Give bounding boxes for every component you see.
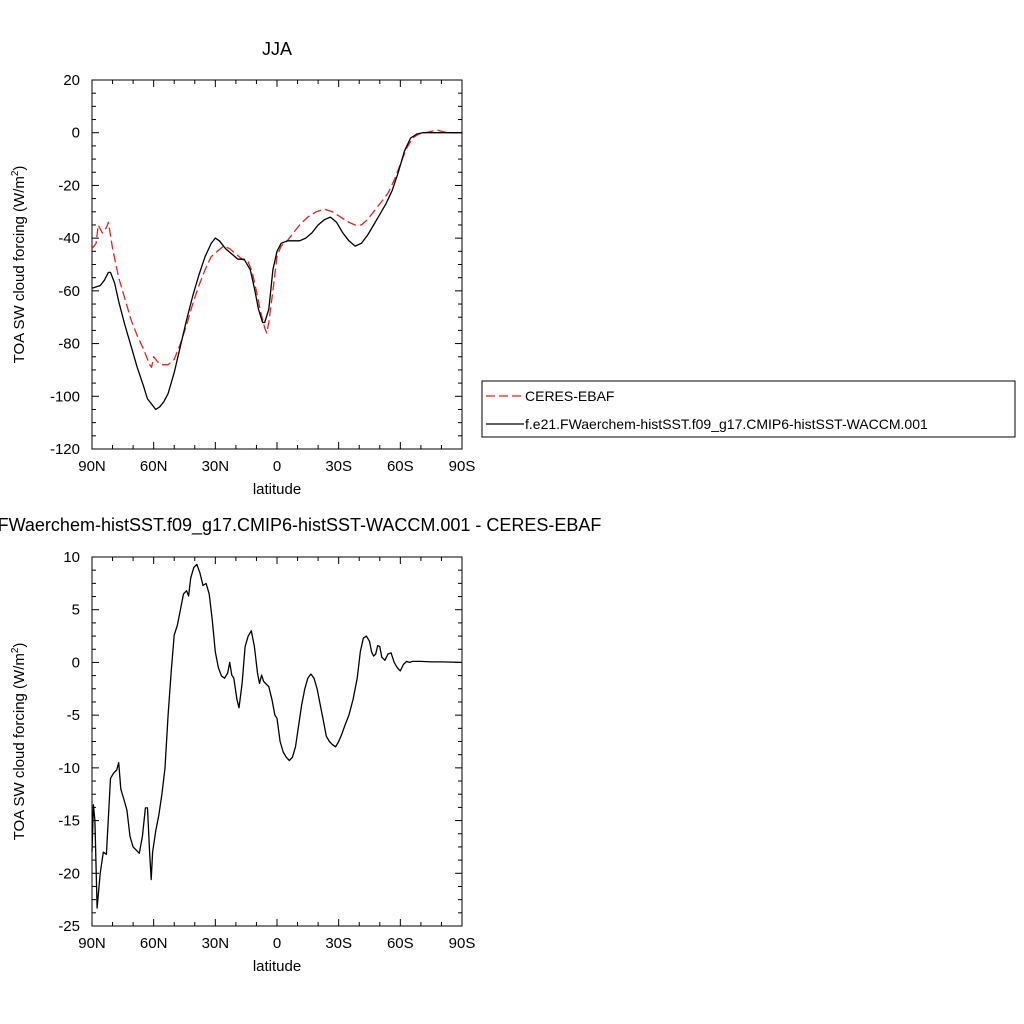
axis-ticks: 90N 60N 30N 0 30S 60S 90S 20 0 -20 -40 -60 -80 -100 -1… xyxy=(50,72,475,475)
x-axis-label: latitude xyxy=(253,958,301,975)
bottom-line-chart: f.e21.FWaerchem-histSST.f09_g17.CMIP6-hi… xyxy=(0,515,601,975)
axis-ticks: 90N 60N 30N 0 30S 60S 90S 10 5 0 -5 -10 -15 -20 -25 xyxy=(58,549,475,952)
x-tick-label: 30N xyxy=(202,935,230,952)
x-tick-label: 30N xyxy=(202,458,230,475)
y-tick-label: -40 xyxy=(58,230,80,247)
x-tick-label: 30S xyxy=(325,458,352,475)
y-tick-label: -80 xyxy=(58,336,80,353)
x-tick-label: 60S xyxy=(387,458,414,475)
x-tick-label: 0 xyxy=(273,458,281,475)
x-tick-label: 60N xyxy=(140,458,168,475)
x-tick-label: 60S xyxy=(387,935,414,952)
series-line-0 xyxy=(91,129,462,368)
x-tick-label: 30S xyxy=(325,935,352,952)
y-tick-label: 20 xyxy=(63,72,80,89)
y-axis-label: TOA SW cloud forcing (W/m2) xyxy=(10,166,28,364)
plot-frame xyxy=(91,556,463,927)
x-tick-label: 90N xyxy=(78,458,106,475)
chart-title: JJA xyxy=(262,39,292,59)
y-tick-label: -100 xyxy=(50,388,80,405)
x-tick-label: 90S xyxy=(449,458,476,475)
series-lines xyxy=(91,563,463,909)
y-tick-label: 10 xyxy=(63,549,80,566)
y-tick-label: -20 xyxy=(58,177,80,194)
y-tick-label: -20 xyxy=(58,865,80,882)
top-line-chart: JJA 90N 60N 30N 0 30S 60S 90S 20 0 -20 -40 -60 -80 -1… xyxy=(10,39,1016,498)
y-tick-label: -60 xyxy=(58,283,80,300)
y-tick-label: -15 xyxy=(58,813,80,830)
legend-box xyxy=(481,380,1016,438)
y-tick-label: -5 xyxy=(67,707,80,724)
legend-entry-ceres-ebaf: CERES-EBAF xyxy=(525,388,614,404)
y-tick-label: -120 xyxy=(50,441,80,458)
series-line-1 xyxy=(91,132,462,411)
chart-title: f.e21.FWaerchem-histSST.f09_g17.CMIP6-hi… xyxy=(0,515,601,536)
y-tick-label: 0 xyxy=(72,654,80,671)
x-tick-label: 90S xyxy=(449,935,476,952)
legend-entry-model: f.e21.FWaerchem-histSST.f09_g17.CMIP6-hi… xyxy=(525,416,928,432)
y-tick-label: 0 xyxy=(72,125,80,142)
x-tick-label: 60N xyxy=(140,935,168,952)
series-line-0 xyxy=(91,563,463,909)
y-tick-label: -10 xyxy=(58,760,80,777)
x-axis-label: latitude xyxy=(253,481,301,498)
series-lines xyxy=(91,129,462,411)
y-axis-label: TOA SW cloud forcing (W/m2) xyxy=(10,643,28,841)
y-tick-label: -25 xyxy=(58,918,80,935)
x-tick-label: 0 xyxy=(273,935,281,952)
plot-frame xyxy=(91,79,463,450)
x-tick-label: 90N xyxy=(78,935,106,952)
y-tick-label: 5 xyxy=(72,602,80,619)
legend: CERES-EBAF f.e21.FWaerchem-histSST.f09_g… xyxy=(481,380,1016,438)
